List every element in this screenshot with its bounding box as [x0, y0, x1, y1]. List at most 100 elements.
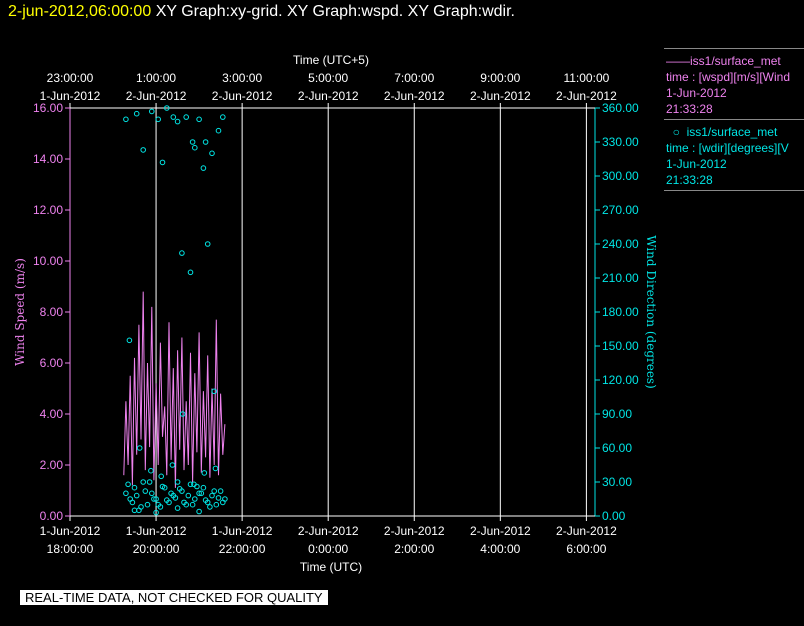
wind-direction-point [189, 501, 196, 508]
wind-direction-point [202, 497, 209, 503]
left-tick-label: 0.00 [40, 509, 64, 523]
wind-direction-point [133, 110, 140, 117]
right-tick-label: 30.00 [602, 475, 632, 489]
right-tick-label: 0.00 [602, 509, 626, 523]
bottom-tick-time: 4:00:00 [480, 542, 520, 556]
legend-wind-direction: ○ iss1/surface_met time : [wdir][degrees… [664, 124, 804, 188]
wind-direction-point [189, 139, 196, 145]
wind-direction-point [159, 159, 166, 166]
wind-direction-point [136, 445, 143, 451]
left-tick-label: 14.00 [33, 152, 63, 166]
right-tick-label: 240.00 [602, 237, 639, 251]
wind-direction-point [151, 496, 157, 502]
quality-warning: REAL-TIME DATA, NOT CHECKED FOR QUALITY [20, 590, 328, 605]
wind-direction-point [169, 462, 176, 468]
left-tick-label: 2.00 [40, 458, 64, 472]
left-tick-label: 16.00 [33, 101, 63, 115]
wind-direction-point [204, 241, 211, 247]
wind-direction-point [131, 507, 138, 514]
legend-wind-speed: ——iss1/surface_met time : [wspd][m/s][Wi… [664, 53, 804, 117]
wind-direction-series [123, 105, 228, 516]
right-tick-label: 180.00 [602, 305, 639, 319]
wind-direction-point [220, 114, 226, 120]
top-tick-date: 2-Jun-2012 [212, 89, 273, 103]
wind-direction-point [192, 496, 198, 502]
top-tick-date: 2-Jun-2012 [384, 89, 445, 103]
top-axis-title: Time (UTC+5) [293, 53, 369, 67]
top-tick-time: 5:00:00 [308, 71, 348, 85]
left-tick-label: 8.00 [40, 305, 64, 319]
wind-direction-point [220, 499, 226, 506]
bottom-tick-time: 18:00:00 [47, 542, 94, 556]
wind-direction-point [168, 490, 174, 497]
wind-direction-point [181, 499, 187, 506]
right-tick-label: 330.00 [602, 135, 639, 149]
wind-direction-point [192, 144, 198, 151]
wind-direction-point [174, 118, 181, 125]
wind-direction-point [201, 470, 208, 476]
wind-direction-point [148, 467, 154, 474]
wind-direction-point [131, 484, 138, 491]
left-tick-label: 10.00 [33, 254, 63, 268]
wind-direction-point [176, 486, 183, 492]
top-tick-date: 2-Jun-2012 [298, 89, 359, 103]
wind-direction-point [142, 488, 149, 494]
wind-direction-point [202, 139, 209, 145]
wind-direction-point [140, 147, 146, 153]
wind-direction-point [123, 490, 129, 497]
top-tick-time: 3:00:00 [222, 71, 262, 85]
right-tick-label: 270.00 [602, 203, 639, 217]
bottom-tick-time: 2:00:00 [394, 542, 434, 556]
wind-direction-point [211, 388, 217, 395]
wind-direction-point [217, 488, 224, 494]
bottom-tick-date: 2-Jun-2012 [384, 524, 445, 538]
legend-wdir-name: ○ iss1/surface_met [672, 125, 778, 139]
wind-direction-point [149, 490, 155, 497]
legend-divider [664, 190, 804, 191]
wind-direction-point [133, 492, 140, 499]
top-tick-time: 7:00:00 [394, 71, 434, 85]
right-axis-title: Wind Direction (degrees) [644, 235, 658, 389]
legend: ——iss1/surface_met time : [wspd][m/s][Wi… [664, 46, 804, 195]
top-tick-time: 11:00:00 [563, 71, 609, 85]
top-tick-date: 2-Jun-2012 [556, 89, 617, 103]
wind-speed-series [123, 291, 226, 488]
wind-direction-point [191, 481, 197, 488]
top-tick-time: 1:00:00 [136, 71, 176, 85]
wind-speed-line [123, 291, 226, 488]
right-tick-label: 360.00 [602, 101, 639, 115]
right-tick-label: 150.00 [602, 339, 639, 353]
wind-direction-point [126, 337, 133, 344]
header-datetime: 2-jun-2012,06:00:00 [8, 3, 152, 20]
legend-divider [664, 48, 804, 49]
wind-direction-point [153, 509, 159, 516]
wind-direction-point [123, 116, 129, 123]
wind-direction-point [159, 483, 166, 490]
wind-direction-point [207, 504, 213, 510]
wind-direction-point [196, 508, 202, 515]
wind-direction-point [155, 501, 161, 508]
wind-direction-point [215, 127, 222, 134]
legend-wspd-date: 1-Jun-2012 [666, 86, 727, 100]
bottom-tick-date: 1-Jun-2012 [126, 524, 187, 538]
legend-wspd-time: 21:33:28 [666, 102, 713, 116]
bottom-tick-date: 2-Jun-2012 [556, 524, 617, 538]
bottom-axis-title: Time (UTC) [300, 560, 362, 574]
wind-direction-point [212, 465, 219, 472]
wind-direction-point [213, 501, 220, 508]
right-tick-label: 90.00 [602, 407, 632, 421]
header-title: XY Graph:xy-grid. XY Graph:wspd. XY Grap… [155, 3, 515, 20]
wind-direction-point [144, 501, 151, 508]
wind-direction-point [198, 490, 205, 497]
left-tick-label: 6.00 [40, 356, 64, 370]
chart-grid [69, 108, 587, 516]
wind-direction-point [185, 492, 192, 499]
wind-direction-point [172, 495, 179, 501]
legend-wspd-desc: time : [wspd][m/s][Wind [666, 70, 791, 84]
bottom-tick-time: 22:00:00 [219, 542, 266, 556]
bottom-tick-date: 1-Jun-2012 [40, 524, 101, 538]
bottom-tick-time: 0:00:00 [308, 542, 348, 556]
right-tick-label: 60.00 [602, 441, 632, 455]
wind-direction-point [209, 492, 215, 499]
wind-direction-point [174, 479, 181, 485]
